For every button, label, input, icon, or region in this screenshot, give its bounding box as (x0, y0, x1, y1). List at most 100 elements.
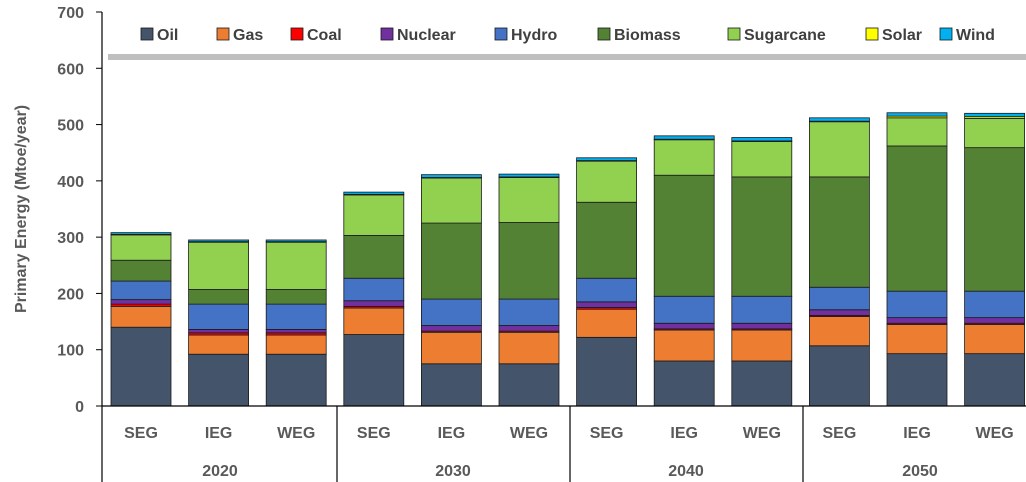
x-group-label: 2030 (435, 463, 471, 480)
bar-segment-oil (265, 353, 327, 407)
bar-segment-wind (576, 157, 637, 161)
bar-segment-biomass (188, 289, 250, 305)
bar-segment-hydro (498, 298, 560, 326)
bar-segment-sugarcane (265, 241, 327, 290)
bar-segment-wind (964, 112, 1025, 118)
legend-swatch-gas (216, 27, 230, 41)
bar-segment-gas (964, 323, 1025, 355)
bar-segment-oil (188, 353, 250, 407)
bar-segment-biomass (110, 259, 172, 282)
bar-segment-biomass (964, 147, 1025, 292)
bar-segment-biomass (653, 174, 715, 297)
bar-segment-biomass (265, 289, 327, 305)
x-category-label: SEG (590, 425, 624, 442)
bar-segment-nuclear (498, 325, 560, 332)
bar-segment-hydro (653, 295, 715, 324)
y-tick-label: 300 (57, 230, 84, 247)
y-tick-label: 700 (57, 5, 84, 22)
bar-segment-gas (420, 331, 482, 365)
x-axis-categories: SEG IEG WEG SEG IEG WEG SEG IEG WEG SEG IEG WEG 2020… (124, 425, 1014, 480)
legend-label-coal: Coal (307, 27, 342, 44)
bar-segment-nuclear (964, 317, 1025, 324)
bar-segment-oil (886, 353, 948, 407)
bar-segment-gas (188, 334, 250, 355)
bar-segment-hydro (809, 286, 870, 311)
bar-segment-sugarcane (110, 234, 172, 261)
bar-segment-biomass (731, 176, 793, 297)
bar-segment-sugarcane (964, 117, 1025, 149)
x-category-label: WEG (510, 425, 548, 442)
y-tick-label: 500 (57, 118, 84, 135)
bar-segment-gas (110, 305, 172, 328)
bar-segment-hydro (188, 303, 250, 330)
bar-segment-nuclear (653, 322, 715, 330)
bar-segment-biomass (420, 222, 482, 300)
bar-segment-hydro (886, 290, 948, 319)
legend-label-wind: Wind (956, 27, 995, 44)
legend-label-sugarcane: Sugarcane (744, 27, 826, 44)
bar-segment-nuclear (343, 300, 405, 307)
y-tick-label: 400 (57, 174, 84, 191)
bar-segment-wind (498, 173, 560, 178)
y-tick-label: 100 (57, 343, 84, 360)
x-group-label: 2050 (902, 463, 938, 480)
legend: Oil Gas Coal Nuclear Hydro Biomass Sugarcane So… (106, 14, 1026, 60)
bar-segment-hydro (731, 295, 793, 324)
legend-swatch-oil (140, 27, 154, 41)
bar-segment-hydro (343, 277, 405, 302)
x-category-label: WEG (975, 425, 1013, 442)
bar-segment-hydro (265, 303, 327, 330)
bar-segment-gas (576, 308, 637, 338)
y-axis-label-group: Primary Energy (Mtoe/year) (13, 105, 30, 313)
bar-segment-wind (809, 117, 870, 122)
bar-segment-sugarcane (498, 177, 560, 223)
bar-segment-sugarcane (731, 141, 793, 178)
bar-segment-hydro (964, 290, 1025, 319)
x-category-label: SEG (124, 425, 158, 442)
bar-segment-sugarcane (188, 241, 250, 290)
bar-segment-sugarcane (809, 121, 870, 178)
legend-swatch-biomass (597, 27, 611, 41)
y-tick-label: 0 (75, 399, 84, 416)
x-category-label: WEG (743, 425, 781, 442)
x-category-label: IEG (670, 425, 698, 442)
legend-label-oil: Oil (157, 27, 178, 44)
bar-segment-oil (420, 363, 482, 407)
bar-segment-wind (653, 135, 715, 140)
bar-segment-biomass (498, 222, 560, 300)
legend-label-hydro: Hydro (511, 27, 557, 44)
bars-area (110, 112, 1025, 407)
bar-segment-oil (576, 336, 637, 407)
bar-segment-hydro (110, 280, 172, 301)
bar-segment-nuclear (188, 329, 250, 334)
bar-segment-biomass (886, 145, 948, 292)
y-axis-label: Primary Energy (Mtoe/year) (13, 105, 30, 313)
bar-segment-hydro (576, 277, 637, 303)
bar-segment-oil (653, 360, 715, 407)
bar-segment-oil (498, 363, 560, 407)
bar-segment-biomass (576, 201, 637, 279)
x-category-label: SEG (357, 425, 391, 442)
x-group-label: 2040 (668, 463, 704, 480)
x-category-label: WEG (277, 425, 315, 442)
x-category-label: IEG (438, 425, 466, 442)
bar-segment-sugarcane (343, 194, 405, 236)
legend-swatch-sugarcane (727, 27, 741, 41)
bar-segment-nuclear (886, 317, 948, 324)
bar-segment-wind (886, 112, 948, 117)
bar-segment-nuclear (420, 325, 482, 332)
bar-segment-biomass (343, 235, 405, 279)
bar-segment-nuclear (731, 322, 793, 330)
legend-swatch-nuclear (380, 27, 394, 41)
axes (96, 11, 1026, 482)
y-tick-label: 600 (57, 61, 84, 78)
legend-swatch-wind (939, 27, 953, 41)
bar-segment-biomass (809, 176, 870, 288)
bar-segment-hydro (420, 298, 482, 326)
bar-segment-wind (343, 191, 405, 195)
bar-segment-wind (188, 239, 250, 243)
bar-segment-gas (809, 316, 870, 347)
legend-swatch-solar (865, 27, 879, 41)
bar-segment-gas (731, 329, 793, 362)
